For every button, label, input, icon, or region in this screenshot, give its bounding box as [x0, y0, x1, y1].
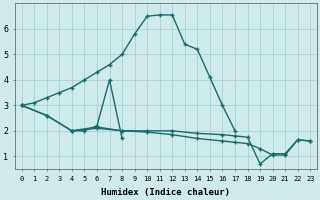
X-axis label: Humidex (Indice chaleur): Humidex (Indice chaleur): [101, 188, 230, 197]
